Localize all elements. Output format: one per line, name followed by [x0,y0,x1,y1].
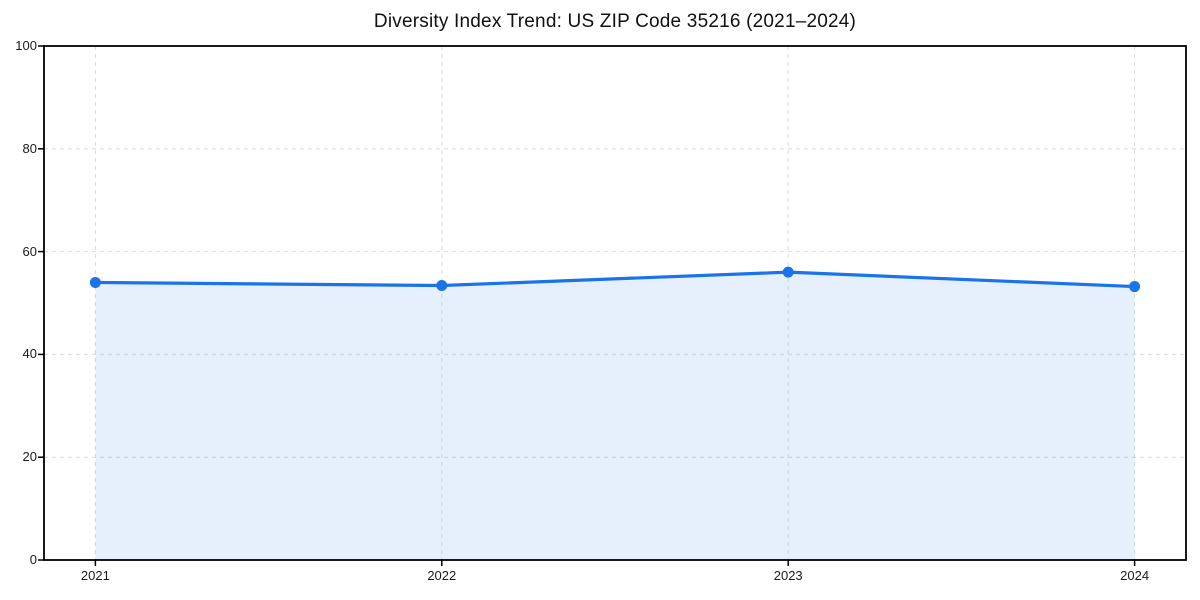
y-axis-label: 20 [22,449,37,465]
area-fill [95,272,1135,560]
data-point-2023 [782,266,794,278]
data-point-2021 [89,276,101,288]
x-axis-label: 2023 [773,568,803,583]
y-axis-label: 0 [29,552,37,567]
y-axis-label: 100 [15,38,37,53]
data-point-2022 [436,280,448,292]
y-axis-label: 40 [22,346,37,362]
y-axis-label: 60 [22,243,37,259]
trend-line [93,270,1137,289]
x-axis-label: 2024 [1120,568,1150,583]
x-axis-label: 2022 [427,568,457,583]
y-axis-label: 80 [22,140,37,156]
chart-title: Diversity Index Trend: US ZIP Code 35216… [373,11,857,32]
data-point-2024 [1129,281,1141,293]
plot-border [43,45,1187,561]
x-axis-label: 2021 [80,568,110,583]
